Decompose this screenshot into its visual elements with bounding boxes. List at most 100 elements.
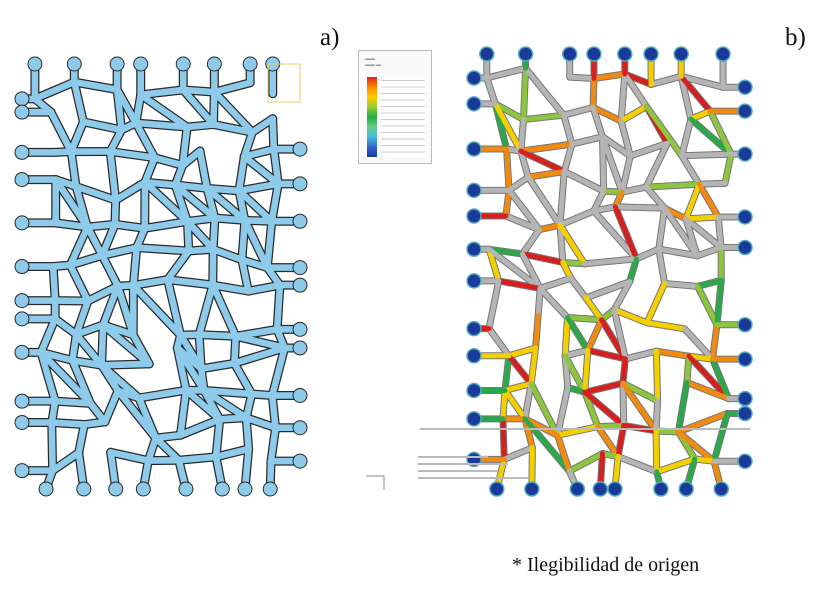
boundary-node (133, 56, 149, 72)
stress-legend: ▬▬ ▬▬ ▬ (358, 50, 432, 164)
strut (231, 344, 288, 367)
stressed-strut (502, 353, 512, 393)
boundary-node (479, 46, 495, 62)
stressed-strut (627, 256, 639, 285)
strut (141, 218, 191, 232)
stressed-strut (682, 326, 716, 362)
boundary-node (653, 481, 669, 497)
strut (132, 119, 158, 161)
stressed-strut (536, 222, 563, 233)
stressed-strut (599, 451, 621, 460)
stressed-strut (679, 151, 734, 159)
boundary-node (737, 146, 753, 162)
strut (238, 256, 252, 295)
strut (200, 387, 255, 398)
boundary-node (14, 414, 30, 430)
strut (141, 178, 191, 225)
strut (197, 360, 238, 373)
stressed-strut (644, 280, 668, 326)
strut (171, 181, 191, 225)
stressed-strut (501, 445, 535, 462)
stressed-strut (653, 428, 660, 475)
stressed-strut (484, 75, 498, 107)
strut (238, 256, 271, 271)
stressed-strut (504, 146, 512, 193)
stressed-strut (521, 112, 567, 123)
boundary-node (713, 481, 730, 497)
boundary-node (292, 321, 308, 337)
strut (72, 183, 91, 231)
boundary-node (466, 241, 482, 258)
stressed-strut (688, 108, 713, 122)
stressed-strut (695, 283, 720, 328)
stressed-strut (520, 227, 542, 257)
strut (84, 223, 106, 259)
boundary-node (466, 320, 482, 337)
boundary-node (27, 56, 43, 72)
strut (145, 434, 160, 464)
strut (164, 247, 193, 283)
stressed-strut (618, 118, 633, 159)
stressed-strut (562, 353, 588, 395)
strut (210, 88, 218, 128)
stressed-strut (523, 65, 567, 118)
stressed-strut (583, 295, 605, 323)
strut (31, 78, 78, 103)
stressed-strut (557, 222, 566, 265)
stressed-strut (686, 353, 732, 402)
strut (106, 148, 158, 161)
stressed-strut (653, 348, 661, 404)
strut (211, 88, 256, 136)
stressed-strut (486, 278, 502, 332)
strut (98, 360, 153, 369)
strut (185, 245, 217, 255)
strut (48, 419, 56, 474)
strut (130, 282, 184, 339)
strut (135, 386, 190, 402)
boundary-node (466, 411, 482, 427)
boundary-node (214, 481, 230, 497)
stressed-strut (711, 410, 730, 464)
strut (179, 123, 191, 169)
boundary-node (178, 481, 194, 497)
strut (273, 281, 284, 333)
strut (184, 214, 219, 225)
boundary-node (14, 215, 30, 231)
illegible-annotation (418, 463, 508, 465)
stressed-strut (492, 101, 524, 154)
boundary-node (737, 405, 753, 422)
boundary-node (292, 453, 308, 469)
strut (101, 387, 122, 426)
stressed-strut (683, 181, 702, 222)
stressed-strut (620, 356, 628, 386)
stressed-strut (486, 246, 543, 291)
stressed-strut (537, 275, 574, 291)
strut (130, 244, 140, 289)
stressed-strut (560, 259, 574, 281)
strut (164, 276, 217, 289)
strut (203, 185, 249, 224)
strut (241, 153, 282, 188)
strut (81, 418, 109, 428)
strut (197, 365, 208, 394)
stressed-strut (684, 353, 692, 385)
boundary-node (237, 481, 253, 497)
strut (132, 119, 191, 131)
stressed-strut (564, 315, 605, 323)
stressed-strut (591, 71, 628, 82)
boundary-node (175, 56, 191, 72)
boundary-node (14, 311, 30, 327)
boundary-node (38, 481, 54, 497)
strut (106, 126, 125, 155)
boundary-node (242, 56, 258, 72)
strut (66, 261, 92, 305)
stressed-strut (561, 169, 607, 194)
panel-b-label: b) (785, 24, 806, 51)
axis-triad-icon (366, 475, 385, 490)
strut (137, 86, 187, 99)
strut (133, 244, 193, 255)
boundary-node (524, 481, 540, 497)
stressed-strut (656, 246, 668, 286)
strut (106, 148, 119, 204)
boundary-node (292, 176, 308, 192)
